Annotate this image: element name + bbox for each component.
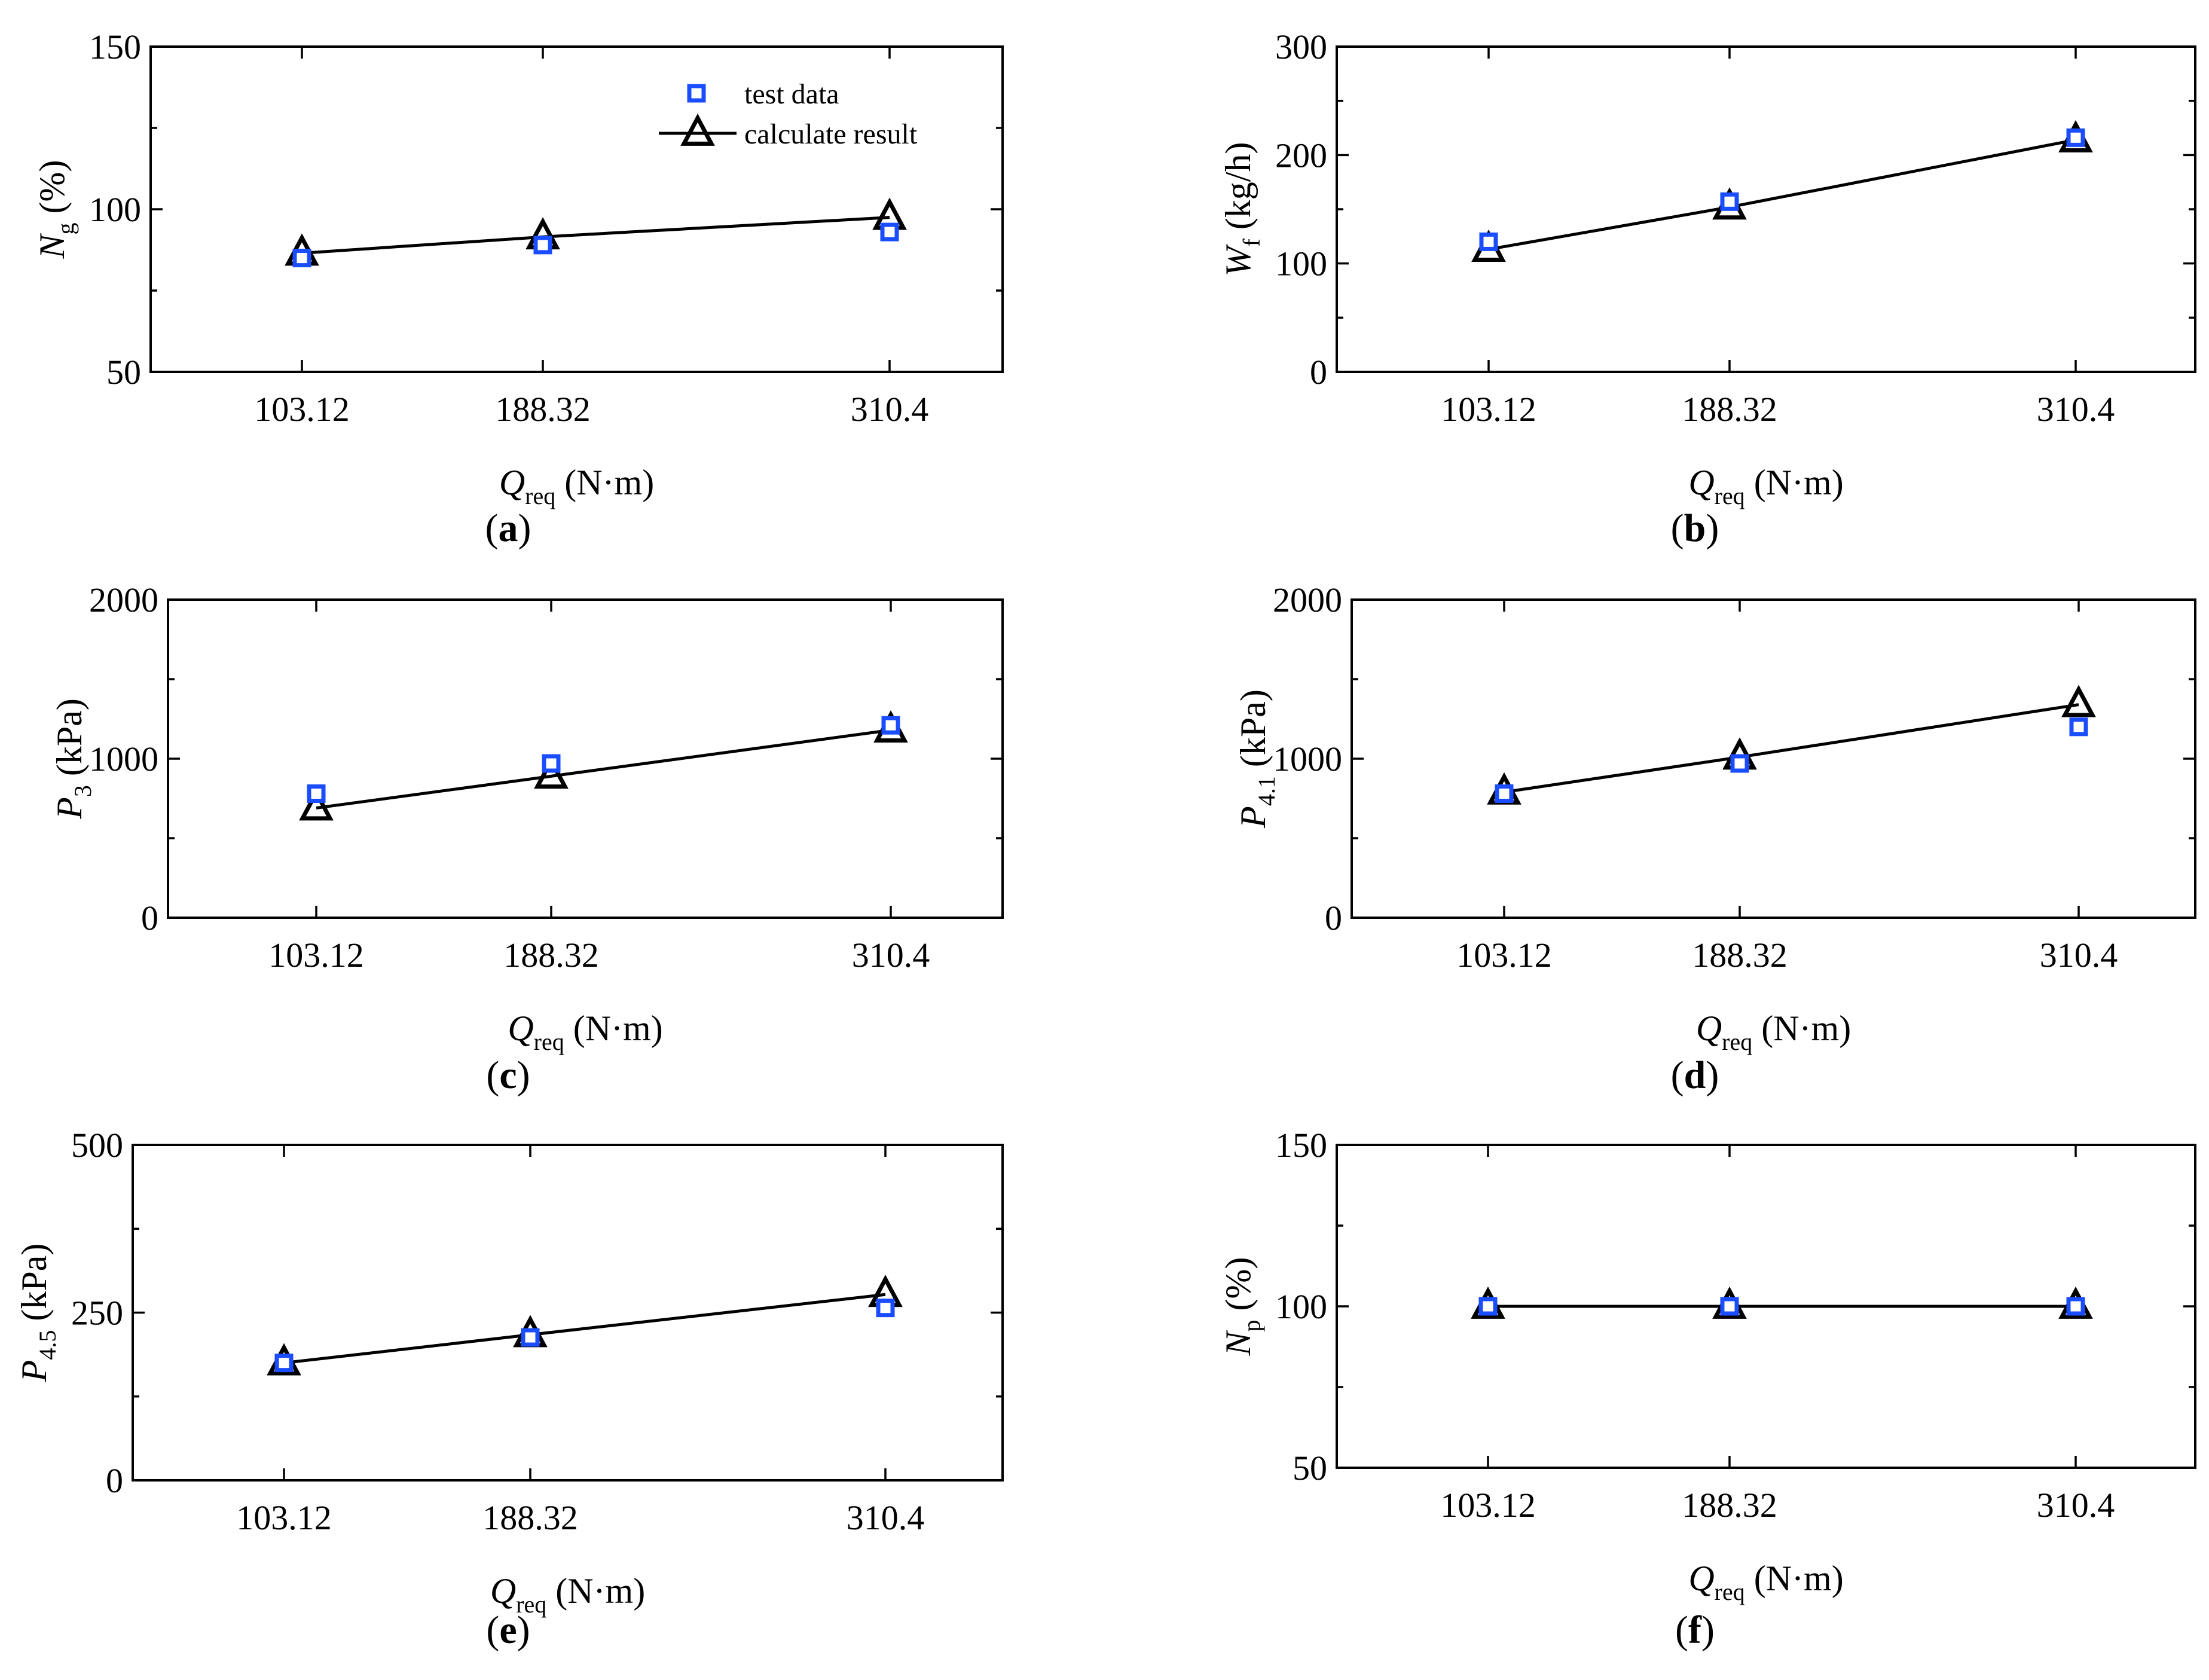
panel-label: (d) (1671, 1053, 1719, 1097)
x-axis-title: Qreq (N·m) (1688, 1559, 1843, 1605)
test-data-marker (2069, 717, 2088, 737)
x-tick-label: 188.32 (1692, 936, 1788, 975)
x-axis-title: Qreq (N·m) (1696, 1009, 1851, 1055)
x-tick-label: 188.32 (1682, 390, 1777, 429)
legend: test data calculate result (659, 78, 918, 150)
panel-label: (c) (486, 1053, 530, 1097)
test-data-marker (881, 716, 900, 735)
chart-panel-b: 0 100 200 300 103.12 188.32 310.4 Qreq (N·m) Wf … (1218, 28, 2196, 550)
y-tick-label: 500 (71, 1126, 123, 1165)
test-data-marker (1730, 754, 1749, 773)
x-axis-title: Qreq (N·m) (508, 1009, 662, 1055)
test-data-marker (533, 236, 552, 255)
y-tick-label: 100 (1275, 1287, 1327, 1326)
test-data-marker (1720, 1297, 1739, 1316)
x-tick-label: 310.4 (847, 1498, 925, 1537)
panel-label: (a) (485, 506, 531, 550)
x-tick-label: 310.4 (2037, 390, 2115, 429)
test-data-marker (876, 1299, 895, 1318)
calculate-result-line (1504, 703, 2079, 794)
test-data-marker (2066, 128, 2085, 147)
test-data-marker (274, 1354, 294, 1373)
panel-label: (f) (1675, 1608, 1715, 1652)
test-data-marker (307, 784, 326, 804)
x-tick-label: 310.4 (852, 936, 930, 975)
test-data-marker (880, 222, 899, 242)
test-data-marker (1720, 192, 1739, 211)
y-tick-label: 250 (71, 1294, 123, 1333)
panel-label: (e) (486, 1608, 530, 1652)
y-tick-label: 50 (1293, 1449, 1327, 1487)
y-tick-label: 150 (1275, 1126, 1327, 1165)
chart-panel-a: 50 100 150 103.12 188.32 310.4 Qreq (N·m) Ng (%… (32, 28, 1004, 550)
legend-test-data-label: test data (744, 78, 839, 110)
y-tick-label: 0 (106, 1461, 123, 1500)
y-tick-label: 150 (89, 28, 141, 66)
y-tick-label: 50 (106, 353, 141, 392)
test-data-marker (1495, 784, 1514, 804)
test-data-marker (1479, 232, 1498, 251)
plot-frame (1336, 45, 2196, 373)
chart-panel-f: 50 100 150 103.12 188.32 310.4 Qreq (N·m) Np (%… (1218, 1126, 2196, 1652)
calculate-result-line (316, 728, 891, 810)
calculate-result-marker (2061, 685, 2096, 717)
x-axis-title: Qreq (N·m) (1688, 463, 1843, 509)
x-tick-label: 188.32 (1682, 1486, 1777, 1525)
plot-frame (149, 45, 1004, 373)
y-tick-label: 2000 (1273, 581, 1342, 619)
x-tick-label: 310.4 (2037, 1486, 2115, 1525)
panel-label: (b) (1671, 506, 1719, 550)
x-tick-label: 310.4 (851, 390, 929, 429)
legend-test-data-marker (687, 84, 706, 103)
test-data-marker (292, 249, 311, 268)
y-axis-title: P3 (kPa) (50, 698, 96, 820)
y-tick-label: 1000 (89, 740, 158, 778)
y-tick-label: 1000 (1273, 740, 1342, 778)
y-tick-label: 2000 (89, 581, 158, 619)
calculate-result-line (301, 216, 890, 255)
y-tick-label: 100 (89, 190, 141, 229)
chart-panel-e: 0 250 500 103.12 188.32 310.4 Qreq (N·m) P4.5 (… (14, 1126, 1004, 1652)
plot-frame (132, 1144, 1004, 1482)
y-axis-title: Ng (%) (32, 160, 79, 259)
test-data-marker (542, 754, 561, 773)
plot-frame (167, 598, 1004, 919)
x-tick-label: 103.12 (1441, 390, 1536, 429)
x-tick-label: 188.32 (482, 1498, 578, 1537)
y-tick-label: 100 (1275, 245, 1327, 283)
plot-frame (1351, 598, 2196, 919)
calculate-result-line (283, 1293, 886, 1365)
legend-calculate-result-label: calculate result (744, 118, 918, 150)
test-data-marker (1478, 1297, 1498, 1316)
x-tick-label: 103.12 (268, 936, 364, 975)
y-axis-title: Np (%) (1218, 1257, 1265, 1357)
y-tick-label: 0 (1325, 899, 1342, 937)
x-axis-title: Qreq (N·m) (490, 1571, 645, 1618)
y-axis-title: P4.5 (kPa) (14, 1244, 61, 1383)
x-tick-label: 103.12 (254, 390, 350, 429)
y-tick-label: 300 (1275, 28, 1327, 66)
x-tick-label: 103.12 (1440, 1486, 1536, 1525)
calculate-result-line (1488, 138, 2076, 251)
chart-panel-c: 0 1000 2000 103.12 188.32 310.4 Qreq (N·m) P3 (… (50, 581, 1004, 1097)
legend-calculate-result-marker (680, 113, 715, 146)
y-axis-title: P4.1 (kPa) (1233, 689, 1280, 829)
y-tick-label: 0 (1310, 353, 1327, 392)
y-axis-title: Wf (kg/h) (1218, 142, 1265, 277)
chart-panel-d: 0 1000 2000 103.12 188.32 310.4 Qreq (N·m) P4.1… (1233, 581, 2196, 1097)
x-tick-label: 188.32 (495, 390, 591, 429)
test-data-marker (2066, 1297, 2085, 1316)
x-axis-title: Qreq (N·m) (499, 463, 654, 509)
calculate-result-marker (534, 756, 569, 789)
x-tick-label: 103.12 (1456, 936, 1552, 975)
y-tick-label: 0 (141, 899, 158, 937)
x-tick-label: 188.32 (503, 936, 599, 975)
test-data-marker (521, 1328, 540, 1347)
calculate-result-marker (299, 788, 334, 821)
y-tick-label: 200 (1275, 136, 1327, 175)
x-tick-label: 310.4 (2040, 936, 2118, 975)
x-tick-label: 103.12 (236, 1498, 332, 1537)
